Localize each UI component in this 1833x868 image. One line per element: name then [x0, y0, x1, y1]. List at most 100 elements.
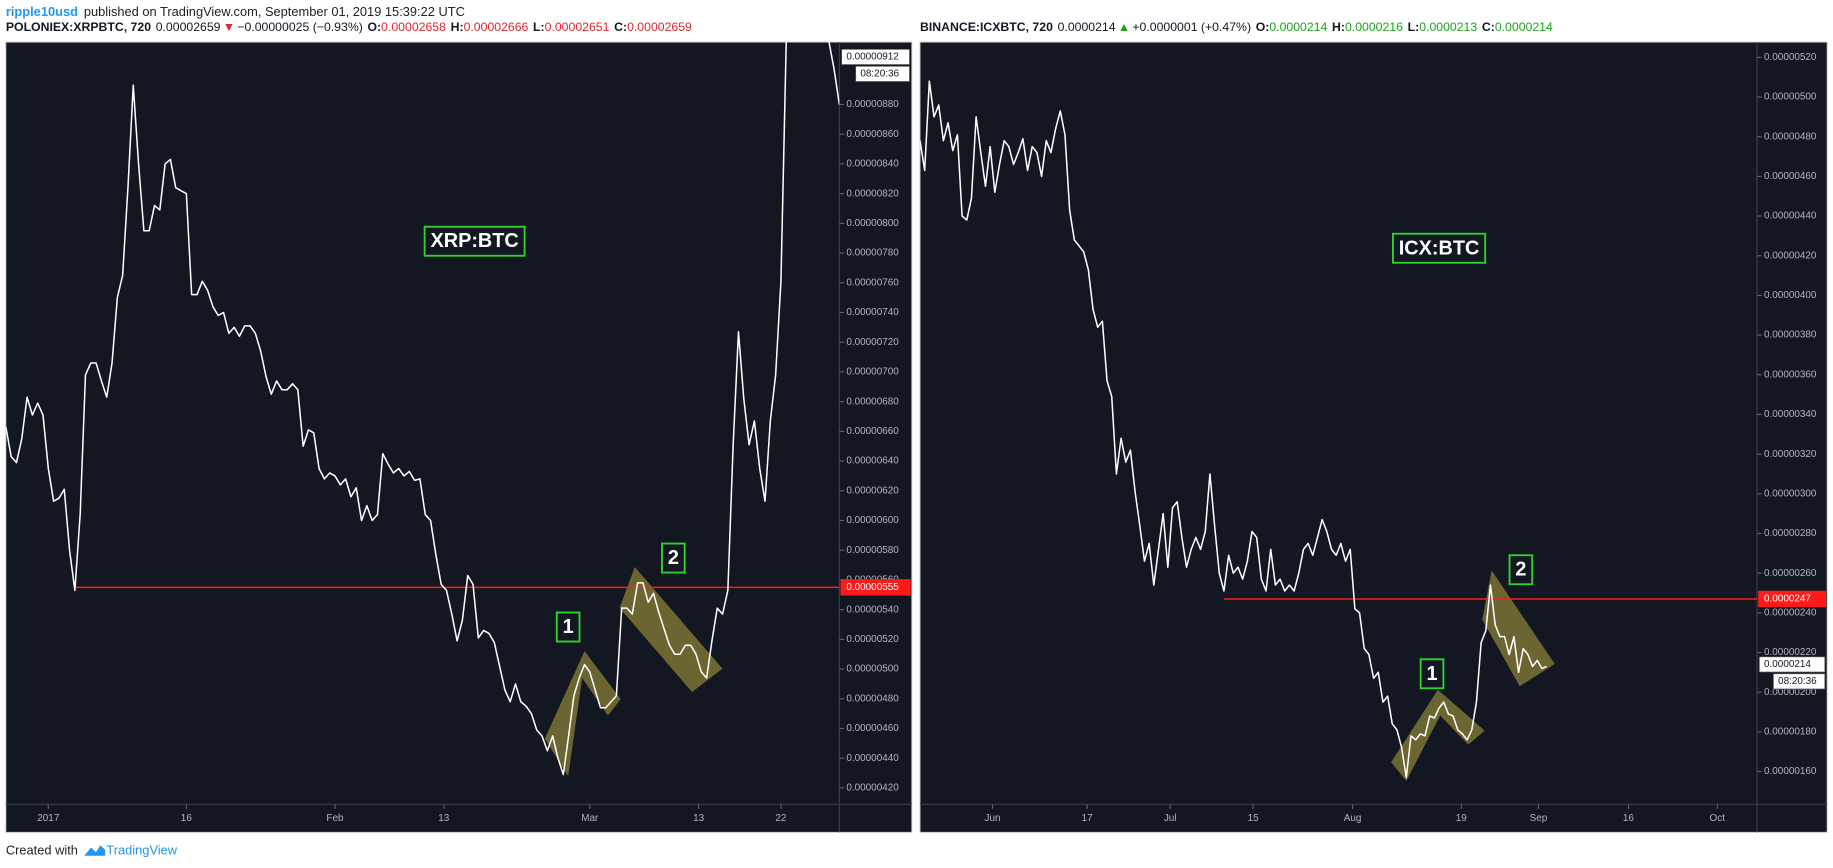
y-tick-label: 0.00000440 [846, 753, 899, 764]
x-tick-label: 16 [1623, 813, 1635, 824]
chart-panel [919, 41, 1828, 833]
highlight-zone [544, 651, 621, 777]
annotation-box [1391, 232, 1487, 264]
y-tick-label: 0.00000200 [1764, 687, 1817, 698]
header: ripple10usd published on TradingView.com… [6, 4, 465, 19]
change: −0.00000025 (−0.93%) [237, 20, 362, 34]
y-tick-label: 0.00000800 [846, 218, 899, 229]
y-tick-label: 0.00000580 [846, 545, 899, 556]
y-tick-label: 0.00000500 [1764, 92, 1817, 103]
price-label: 0.0000247 [1764, 594, 1811, 605]
x-tick-label: Aug [1344, 813, 1362, 824]
price: 0.00002659 [156, 20, 221, 34]
ohlc-key: L: [533, 20, 545, 34]
y-tick-label: 0.00000660 [846, 426, 899, 437]
y-tick-label: 0.00000400 [1764, 290, 1817, 301]
chart-layer: 0.00000420 0.00000440 0.00000460 0.00000480… [5, 20, 1826, 824]
highlight-zone [1391, 689, 1485, 781]
price-line [920, 80, 1547, 779]
price-label-box [840, 579, 911, 596]
y-tick-label: 0.00000420 [846, 783, 899, 794]
y-tick-label: 0.00000460 [1764, 171, 1817, 182]
price-label-box [1758, 590, 1826, 608]
countdown-box [855, 65, 910, 82]
y-tick-label: 0.00000500 [846, 664, 899, 675]
y-tick-label: 0.00000820 [846, 188, 899, 199]
chart-panel [5, 41, 913, 833]
y-tick-label: 0.00000520 [1764, 52, 1817, 63]
y-tick-label: 0.00000680 [846, 396, 899, 407]
legend: BINANCE:ICXBTC, 720 0.0000214 ▲ +0.0000001 … [920, 20, 1553, 34]
y-tick-label: 0.00000600 [846, 515, 899, 526]
annotation-layer: XRP:BTC 1 2 ICX:BTC 1 2 [423, 225, 1534, 690]
last-price-box [1759, 656, 1826, 673]
x-tick-label: Jul [1164, 813, 1177, 824]
ohlc-value: 0.0000214 [1495, 20, 1553, 34]
x-tick-label: 13 [438, 813, 450, 824]
published: published on TradingView.com, September … [84, 4, 465, 19]
ohlc-key: C: [1482, 20, 1495, 34]
brand[interactable]: TradingView [106, 842, 177, 857]
annotation-box [661, 542, 686, 574]
y-tick-label: 0.00000520 [846, 634, 899, 645]
x-tick-label: 16 [181, 813, 193, 824]
y-tick-label: 0.00000480 [846, 693, 899, 704]
annotation-box [555, 611, 581, 643]
y-tick-label: 0.00000460 [846, 723, 899, 734]
brand-logo [84, 845, 106, 856]
y-tick-label: 0.00000320 [1764, 449, 1817, 460]
ohlc-key: L: [1408, 20, 1420, 34]
ohlc-key: H: [1332, 20, 1345, 34]
highlight-zone [619, 566, 723, 693]
y-tick-label: 0.00000300 [1764, 488, 1817, 499]
y-tick-label: 0.00000840 [846, 159, 899, 170]
y-tick-label: 0.00000860 [846, 129, 899, 140]
x-tick-label: Feb [326, 813, 344, 824]
annotation-text: 2 [1515, 559, 1526, 581]
y-tick-label: 0.00000260 [1764, 568, 1817, 579]
y-tick-label: 0.00000380 [1764, 330, 1817, 341]
y-tick-label: 0.00000640 [846, 456, 899, 467]
y-tick-label: 0.00000180 [1764, 727, 1817, 738]
y-tick-label: 0.00000700 [846, 367, 899, 378]
x-tick-label: 22 [775, 813, 787, 824]
legend: POLONIEX:XRPBTC, 720 0.00002659 ▼ −0.000000… [6, 20, 692, 34]
ohlc-value: 0.0000216 [1345, 20, 1403, 34]
annotation-text: 1 [563, 616, 574, 638]
y-tick-label: 0.00000540 [846, 604, 899, 615]
annotation-box [1508, 554, 1534, 586]
y-tick-label: 0.00000360 [1764, 369, 1817, 380]
drawing-layer [544, 566, 1555, 781]
x-tick-label: Oct [1710, 813, 1726, 824]
annotation-text: 1 [1427, 663, 1438, 685]
price-label: 0.00000555 [846, 582, 899, 593]
countdown: 08:20:36 [1778, 676, 1817, 687]
symbol: POLONIEX:XRPBTC, 720 [6, 20, 151, 34]
x-tick-label: 15 [1248, 813, 1260, 824]
x-tick-label: 19 [1456, 813, 1468, 824]
change: +0.0000001 (+0.47%) [1132, 20, 1251, 34]
y-tick-label: 0.00000480 [1764, 131, 1817, 142]
ohlc-value: 0.0000213 [1419, 20, 1477, 34]
y-tick-label: 0.00000220 [1764, 647, 1817, 658]
author[interactable]: ripple10usd [6, 4, 78, 19]
last-price-box [841, 48, 910, 65]
x-tick-label: 2017 [37, 813, 60, 824]
change-arrow: ▼ [223, 20, 235, 34]
y-tick-label: 0.00000760 [846, 277, 899, 288]
ohlc-key: H: [451, 20, 464, 34]
annotation-box [423, 225, 526, 257]
symbol: BINANCE:ICXBTC, 720 [920, 20, 1053, 34]
y-tick-label: 0.00000240 [1764, 607, 1817, 618]
annotation-text: 2 [668, 547, 679, 569]
x-tick-label: Jun [984, 813, 1000, 824]
y-tick-label: 0.00000440 [1764, 211, 1817, 222]
x-tick-label: Mar [581, 813, 599, 824]
x-tick-label: 13 [693, 813, 705, 824]
ohlc-value: 0.0000214 [1269, 20, 1327, 34]
annotation-text: XRP:BTC [430, 230, 518, 252]
y-tick-label: 0.00000740 [846, 307, 899, 318]
y-tick-label: 0.00000420 [1764, 250, 1817, 261]
ohlc-key: O: [1256, 20, 1270, 34]
